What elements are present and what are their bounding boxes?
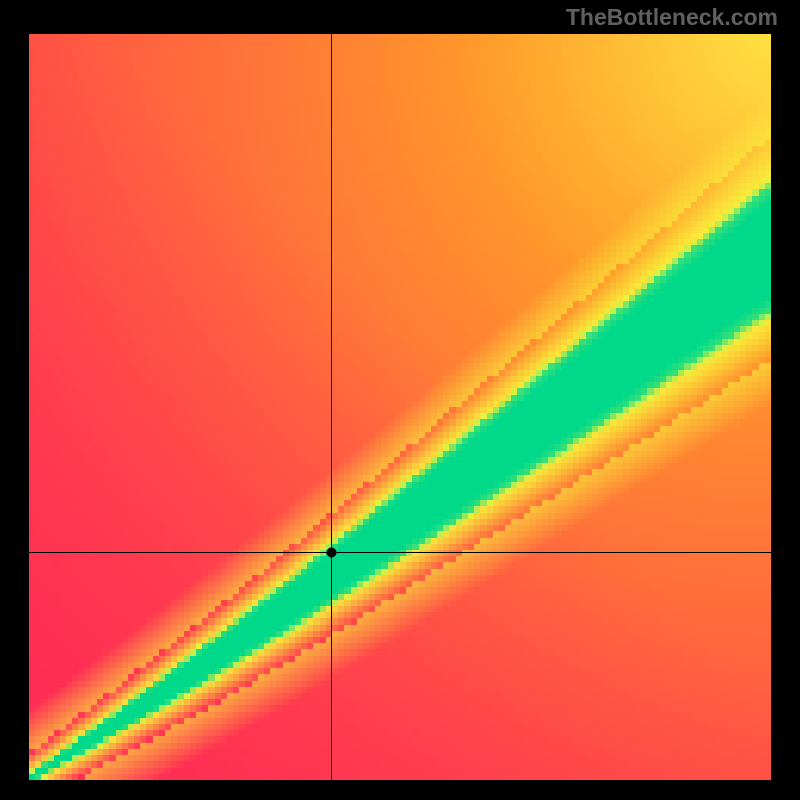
plot-frame	[29, 34, 771, 780]
attribution-text: TheBottleneck.com	[566, 4, 778, 31]
image-root: TheBottleneck.com	[0, 0, 800, 800]
heatmap-canvas	[29, 34, 771, 780]
